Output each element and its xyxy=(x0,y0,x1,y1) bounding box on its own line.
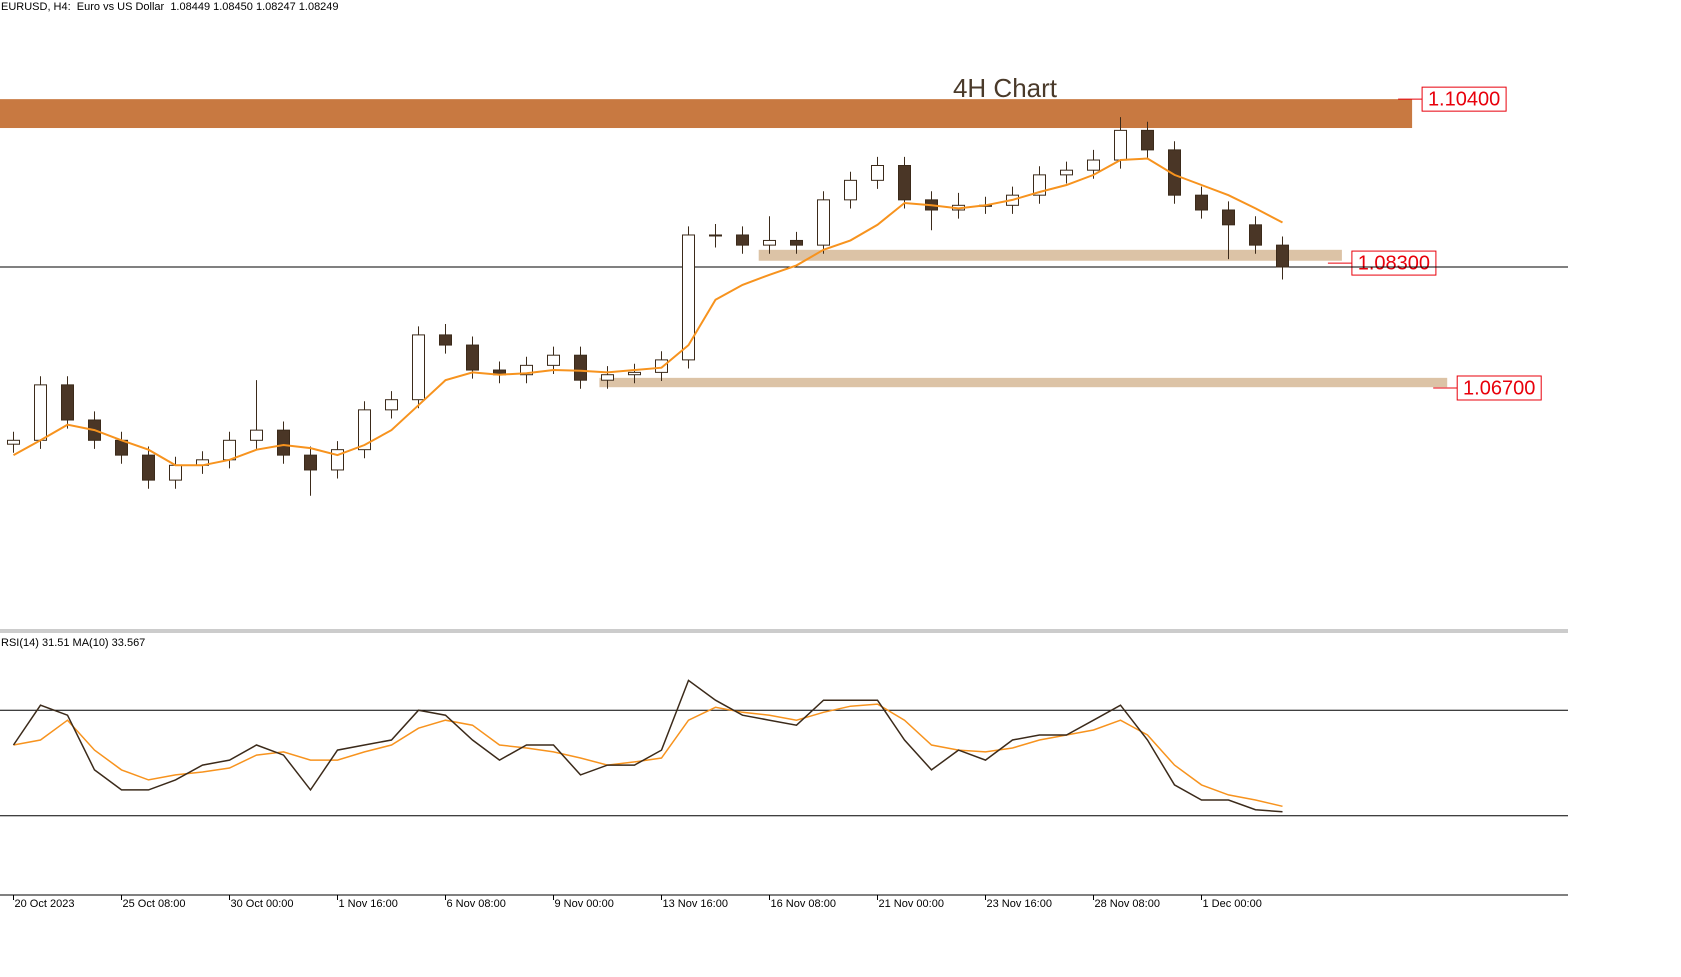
x-tick-label: 13 Nov 16:00 xyxy=(663,898,728,910)
candle-body xyxy=(142,454,155,481)
candle-body xyxy=(682,234,695,361)
candle-body xyxy=(817,199,830,246)
x-tick-label: 16 Nov 08:00 xyxy=(771,898,836,910)
x-tick-label: 20 Oct 2023 xyxy=(15,898,75,910)
candle-body xyxy=(763,239,776,246)
candle-body xyxy=(520,364,533,376)
zone xyxy=(599,377,1448,388)
candle-body xyxy=(223,439,236,461)
candle-body xyxy=(1249,224,1262,246)
candle-body xyxy=(574,354,587,381)
candle-body xyxy=(790,239,803,246)
candle-body xyxy=(277,429,290,456)
indicator-header: RSI(14) 31.51 MA(10) 33.567 xyxy=(1,637,145,649)
candle-body xyxy=(871,165,884,181)
candle-body xyxy=(250,429,263,441)
candle-body xyxy=(7,439,20,445)
candle-body xyxy=(169,464,182,481)
zone xyxy=(758,249,1342,261)
price-label: 1.06700 xyxy=(1463,377,1535,399)
chart-title: 4H Chart xyxy=(953,73,1058,103)
x-tick-label: 30 Oct 00:00 xyxy=(231,898,294,910)
candle-body xyxy=(1087,159,1100,171)
candle-body xyxy=(304,454,317,471)
price-label-box xyxy=(1351,250,1437,276)
candle-body xyxy=(439,334,452,346)
candle-body xyxy=(412,334,425,401)
candle-body xyxy=(1033,174,1046,196)
indicator-line xyxy=(12,679,1283,813)
candle-body xyxy=(628,371,641,376)
candle-body xyxy=(1060,169,1073,176)
x-tick-label: 9 Nov 00:00 xyxy=(555,898,614,910)
x-tick-label: 6 Nov 08:00 xyxy=(447,898,506,910)
zone xyxy=(0,99,1413,129)
candle-body xyxy=(709,234,722,237)
candle-body xyxy=(1222,209,1235,226)
price-label-box xyxy=(1456,375,1542,401)
x-tick-label: 28 Nov 08:00 xyxy=(1095,898,1160,910)
candle-body xyxy=(547,354,560,366)
candle-body xyxy=(358,409,371,451)
candle-body xyxy=(34,384,47,441)
candle-body xyxy=(898,165,911,201)
candle-body xyxy=(61,384,74,421)
candle-body xyxy=(1168,149,1181,196)
indicator-line xyxy=(13,703,1283,808)
candle-body xyxy=(1114,129,1127,161)
price-label-box xyxy=(1421,86,1507,112)
candle-body xyxy=(466,344,479,371)
candle-body xyxy=(601,374,614,381)
candle-body xyxy=(736,234,749,246)
candle-body xyxy=(385,399,398,411)
candle-body xyxy=(844,179,857,201)
x-tick-label: 1 Nov 16:00 xyxy=(339,898,398,910)
moving-average xyxy=(13,157,1283,467)
chart-header: EURUSD, H4: Euro vs US Dollar 1.08449 1.… xyxy=(1,1,339,13)
candle-body xyxy=(655,359,668,373)
price-label: 1.10400 xyxy=(1428,88,1500,110)
x-tick-label: 25 Oct 08:00 xyxy=(123,898,186,910)
candle-body xyxy=(1195,194,1208,211)
x-tick-label: 21 Nov 00:00 xyxy=(879,898,944,910)
candle-body xyxy=(1141,129,1154,151)
x-tick-label: 1 Dec 00:00 xyxy=(1203,898,1262,910)
candle-body xyxy=(1276,244,1289,268)
x-tick-label: 23 Nov 16:00 xyxy=(987,898,1052,910)
price-label: 1.08300 xyxy=(1358,252,1430,274)
